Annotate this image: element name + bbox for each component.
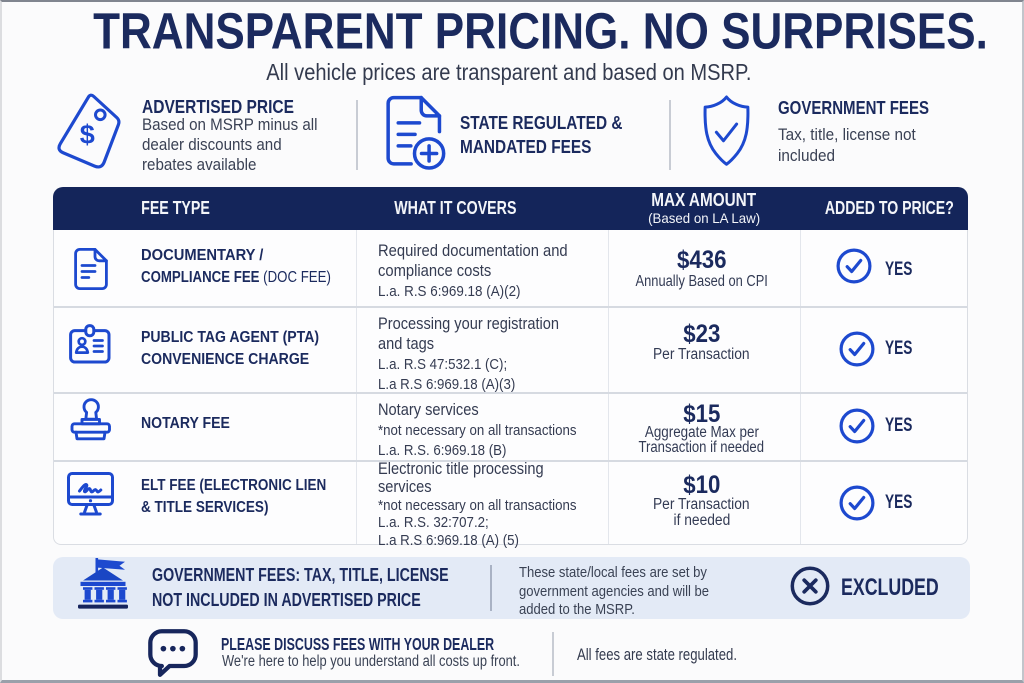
svg-text:$: $ [80, 120, 95, 150]
